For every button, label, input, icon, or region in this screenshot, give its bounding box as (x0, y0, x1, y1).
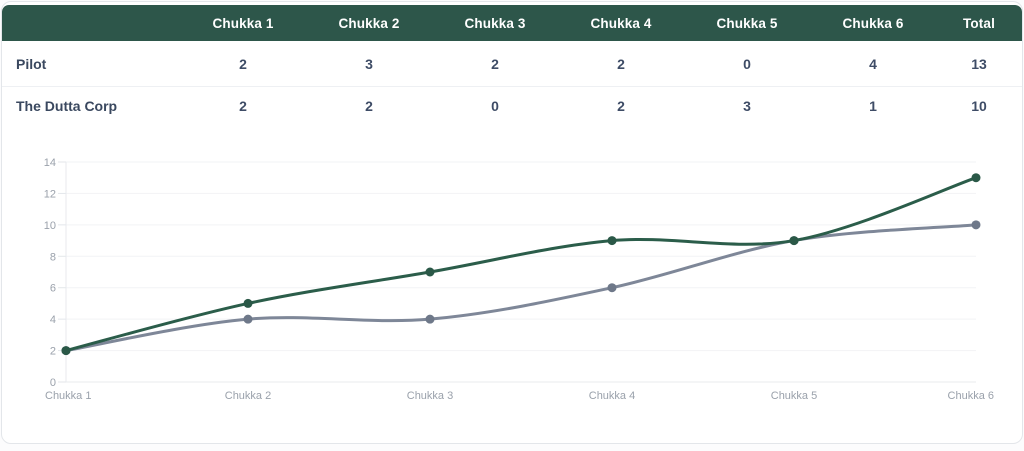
y-tick-label: 10 (44, 220, 56, 232)
score-cell: 2 (239, 98, 247, 114)
total-cell: 13 (971, 55, 987, 72)
y-tick-label: 4 (50, 314, 56, 326)
score-cell: 2 (365, 98, 373, 114)
x-tick-label: Chukka 4 (589, 390, 635, 402)
column-header-chukka-2: Chukka 2 (338, 15, 400, 31)
data-point-the-dutta-corp-chukka-3[interactable] (425, 314, 435, 324)
score-cell: 2 (491, 55, 499, 72)
x-tick-label: Chukka 2 (225, 390, 271, 402)
score-cell: 3 (743, 98, 751, 114)
data-point-the-dutta-corp-chukka-4[interactable] (607, 283, 617, 293)
data-point-pilot-chukka-4[interactable] (607, 236, 617, 246)
score-table: Chukka 1 Chukka 2 Chukka 3 Chukka 4 Chuk… (2, 5, 1022, 125)
column-header-total: Total (963, 15, 995, 31)
score-chart[interactable]: 0 2 4 6 8 10 12 14 Chukka 1 Chukka 2 Chukka 3 Chukk… (2, 149, 1023, 444)
column-header-chukka-1: Chukka 1 (212, 15, 274, 31)
column-header-chukka-5: Chukka 5 (716, 15, 778, 31)
data-point-pilot-chukka-2[interactable] (243, 298, 253, 308)
y-tick-label: 12 (44, 188, 56, 200)
y-tick-label: 2 (50, 346, 56, 358)
y-tick-label: 0 (50, 377, 56, 389)
y-tick-label: 8 (50, 251, 56, 263)
x-tick-label: Chukka 5 (771, 390, 817, 402)
data-point-pilot-chukka-1[interactable] (61, 346, 71, 356)
y-tick-label: 14 (44, 157, 56, 169)
data-point-pilot-chukka-3[interactable] (425, 267, 435, 277)
table-row-dutta-corp: The Dutta Corp 2 2 0 2 3 1 10 (2, 87, 1022, 125)
score-cell: 2 (617, 98, 625, 114)
column-header-chukka-6: Chukka 6 (842, 15, 904, 31)
column-header-chukka-3: Chukka 3 (464, 15, 526, 31)
score-cell: 0 (743, 55, 751, 72)
data-point-the-dutta-corp-chukka-2[interactable] (243, 314, 253, 324)
score-cell: 0 (491, 98, 499, 114)
score-cell: 3 (365, 55, 373, 72)
data-point-pilot-chukka-6[interactable] (971, 173, 981, 183)
score-cell: 2 (617, 55, 625, 72)
data-point-the-dutta-corp-chukka-6[interactable] (971, 220, 981, 230)
x-tick-label: Chukka 3 (407, 390, 453, 402)
score-cell: 1 (869, 98, 877, 114)
team-name: The Dutta Corp (16, 98, 118, 114)
data-point-pilot-chukka-5[interactable] (789, 236, 799, 246)
team-name: Pilot (16, 55, 47, 72)
x-tick-label: Chukka 1 (45, 390, 91, 402)
score-cell: 4 (869, 55, 877, 72)
series-line-pilot (64, 176, 978, 353)
x-tick-label: Chukka 6 (948, 390, 994, 402)
chart-area: 0 2 4 6 8 10 12 14 Chukka 1 Chukka 2 Chukka 3 Chukk… (2, 149, 1023, 444)
score-cell: 2 (239, 55, 247, 72)
column-header-chukka-4: Chukka 4 (590, 15, 652, 31)
y-tick-label: 6 (50, 283, 56, 295)
table-row-pilot: Pilot 2 3 2 2 0 4 13 (2, 41, 1022, 87)
score-table-header-row: Chukka 1 Chukka 2 Chukka 3 Chukka 4 Chuk… (2, 5, 1022, 41)
series-line-the-dutta-corp (64, 223, 978, 353)
total-cell: 10 (971, 98, 987, 114)
